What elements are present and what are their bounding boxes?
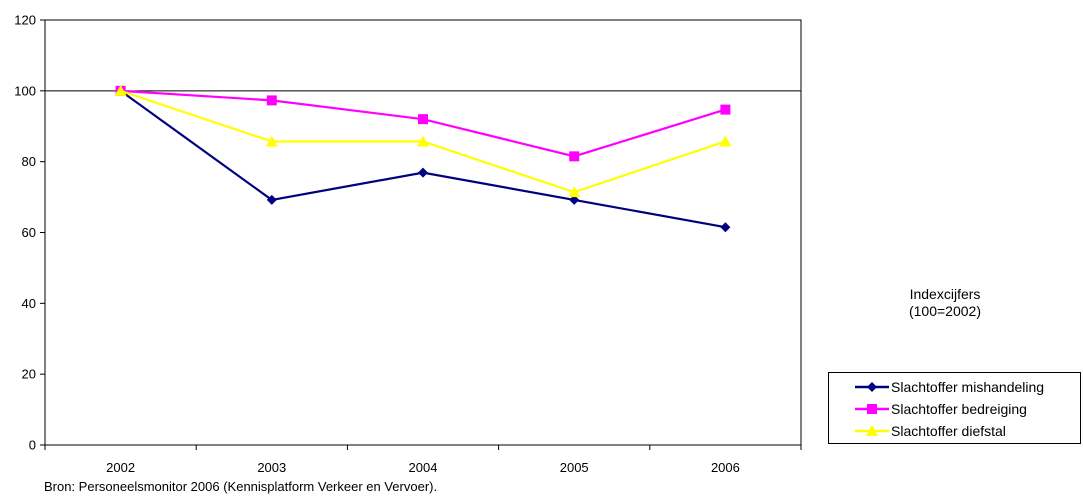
series-slachtoffer-mishandeling bbox=[115, 85, 731, 233]
legend-swatch-bedreiging bbox=[855, 404, 889, 414]
point-slachtoffer-mishandeling-2006 bbox=[720, 222, 731, 233]
series-slachtoffer-bedreiging bbox=[115, 85, 731, 162]
x-tick-label-2005: 2005 bbox=[560, 460, 589, 475]
plot-area-border bbox=[44, 19, 802, 446]
x-tick-label-2004: 2004 bbox=[409, 460, 438, 475]
source-note: Bron: Personeelsmonitor 2006 (Kennisplat… bbox=[44, 479, 438, 494]
point-slachtoffer-diefstal-2003 bbox=[265, 135, 278, 147]
x-tick-label-2006: 2006 bbox=[711, 460, 740, 475]
point-slachtoffer-mishandeling-2004 bbox=[418, 167, 428, 178]
y-tick-label-0: 0 bbox=[29, 438, 36, 453]
index-annotation-line-1: Indexcijfers bbox=[909, 286, 981, 302]
y-tick-label-80: 80 bbox=[22, 154, 36, 169]
chart-series bbox=[114, 84, 732, 233]
legend-item-diefstal: Slachtoffer diefstal bbox=[829, 421, 1081, 441]
y-tick-label-40: 40 bbox=[22, 296, 36, 311]
legend-swatch-mishandeling bbox=[855, 382, 889, 392]
y-tick-label-120: 120 bbox=[14, 13, 36, 28]
legend-label-diefstal: Slachtoffer diefstal bbox=[891, 423, 1006, 439]
y-tick-label-60: 60 bbox=[22, 225, 36, 240]
x-tick-label-2003: 2003 bbox=[257, 460, 286, 475]
index-annotation-line-2: (100=2002) bbox=[908, 303, 981, 319]
chart-legend: Slachtoffer mishandeling Slachtoffer bed… bbox=[828, 372, 1081, 444]
point-slachtoffer-bedreiging-2004 bbox=[418, 114, 428, 125]
index-annotation: Indexcijfers (100=2002) bbox=[880, 286, 1010, 320]
y-axis-ticks: 0 20 40 60 80 100 120 bbox=[14, 13, 45, 453]
point-slachtoffer-mishandeling-2003 bbox=[266, 194, 277, 205]
point-slachtoffer-diefstal-2004 bbox=[417, 135, 429, 147]
legend-label-mishandeling: Slachtoffer mishandeling bbox=[891, 379, 1045, 395]
point-slachtoffer-mishandeling-2005 bbox=[569, 194, 580, 205]
point-slachtoffer-bedreiging-2003 bbox=[266, 95, 277, 106]
legend-item-bedreiging: Slachtoffer bedreiging bbox=[829, 399, 1081, 419]
legend-swatch-diefstal bbox=[855, 425, 889, 436]
point-slachtoffer-bedreiging-2006 bbox=[720, 104, 731, 115]
y-tick-label-100: 100 bbox=[14, 83, 36, 98]
point-slachtoffer-diefstal-2006 bbox=[719, 135, 732, 147]
x-tick-label-2002: 2002 bbox=[106, 460, 135, 475]
legend-item-mishandeling: Slachtoffer mishandeling bbox=[829, 377, 1081, 397]
series-slachtoffer-diefstal bbox=[114, 84, 732, 198]
point-slachtoffer-diefstal-2005 bbox=[568, 186, 581, 198]
point-slachtoffer-diefstal-2002 bbox=[114, 84, 127, 96]
legend-label-bedreiging: Slachtoffer bedreiging bbox=[891, 401, 1027, 417]
y-tick-label-20: 20 bbox=[22, 367, 36, 382]
series-line-slachtoffer-mishandeling bbox=[119, 89, 726, 229]
chart-axes bbox=[44, 19, 802, 446]
point-slachtoffer-bedreiging-2005 bbox=[569, 151, 580, 162]
x-axis-ticks: 2002 2003 2004 2005 2006 bbox=[44, 445, 802, 475]
